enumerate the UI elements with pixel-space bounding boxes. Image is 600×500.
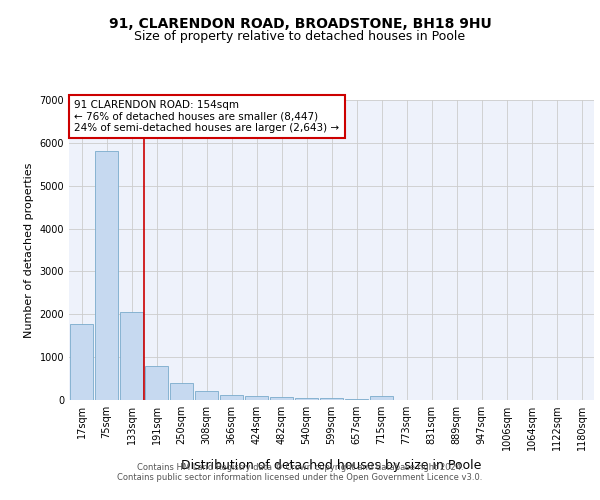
Bar — [245, 396, 268, 400]
Text: 91, CLARENDON ROAD, BROADSTONE, BH18 9HU: 91, CLARENDON ROAD, BROADSTONE, BH18 9HU — [109, 18, 491, 32]
Text: Contains HM Land Registry data © Crown copyright and database right 2024.: Contains HM Land Registry data © Crown c… — [137, 462, 463, 471]
Bar — [70, 324, 93, 400]
Bar — [295, 398, 318, 400]
Bar — [270, 397, 293, 400]
Y-axis label: Number of detached properties: Number of detached properties — [24, 162, 34, 338]
Bar — [170, 384, 193, 400]
Bar — [120, 312, 143, 400]
Text: Contains public sector information licensed under the Open Government Licence v3: Contains public sector information licen… — [118, 472, 482, 482]
Bar — [145, 366, 168, 400]
Bar — [370, 396, 393, 400]
Bar — [220, 395, 243, 400]
Text: Size of property relative to detached houses in Poole: Size of property relative to detached ho… — [134, 30, 466, 43]
Bar — [345, 398, 368, 400]
Text: 91 CLARENDON ROAD: 154sqm
← 76% of detached houses are smaller (8,447)
24% of se: 91 CLARENDON ROAD: 154sqm ← 76% of detac… — [74, 100, 340, 133]
X-axis label: Distribution of detached houses by size in Poole: Distribution of detached houses by size … — [181, 458, 482, 471]
Bar — [95, 150, 118, 400]
Bar — [320, 398, 343, 400]
Bar — [195, 391, 218, 400]
